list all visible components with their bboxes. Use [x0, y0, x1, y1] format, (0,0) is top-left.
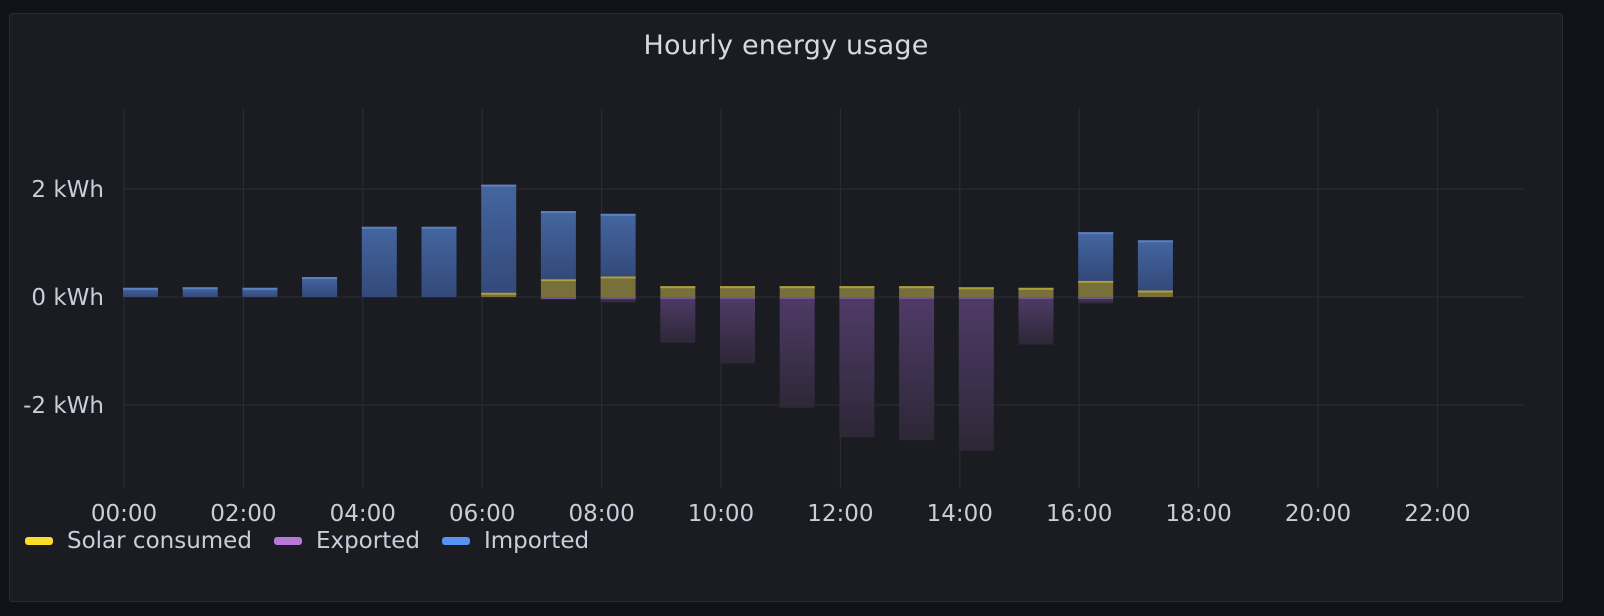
bar-solar-consumed-edge: [958, 287, 994, 290]
bar-imported: [123, 287, 158, 297]
bar-imported: [1078, 232, 1114, 281]
bar-solar-consumed: [839, 286, 875, 297]
bar-exported-edge: [540, 297, 576, 299]
bar-exported-edge: [660, 297, 696, 299]
bar-exported: [899, 297, 935, 441]
bar-solar-consumed: [660, 286, 696, 297]
bar-solar-consumed: [958, 287, 994, 297]
bar-solar-consumed: [1078, 280, 1114, 297]
chart-title: Hourly energy usage: [643, 30, 929, 61]
bar-exported: [600, 297, 636, 303]
bar-solar-consumed-edge: [540, 279, 576, 282]
bar-imported-edge: [182, 287, 218, 290]
legend-item[interactable]: Imported: [441, 528, 590, 554]
bar-solar-consumed-edge: [660, 286, 696, 289]
y-tick-label: 2 kWh: [31, 177, 104, 203]
bar-solar-consumed-edge: [779, 286, 815, 289]
bar-exported-edge: [720, 297, 755, 299]
bar-imported: [421, 226, 457, 297]
x-tick-label: 14:00: [927, 501, 993, 527]
bar-exported-edge: [1018, 297, 1054, 299]
bar-exported: [660, 297, 696, 343]
x-tick-label: 10:00: [688, 501, 754, 527]
bar-imported: [540, 211, 576, 280]
x-tick-label: 18:00: [1165, 501, 1231, 527]
legend-label: Imported: [483, 528, 590, 554]
chart-legend: Solar consumed Exported Imported: [25, 528, 611, 554]
bar-solar-consumed-edge: [600, 276, 636, 279]
bar-exported-edge: [1078, 297, 1114, 299]
bar-solar-consumed-edge: [1137, 290, 1173, 293]
x-tick-label: 20:00: [1285, 501, 1351, 527]
legend-item[interactable]: Solar consumed: [25, 528, 252, 554]
y-tick-label: 0 kWh: [31, 285, 104, 311]
legend-item[interactable]: Exported: [273, 528, 420, 554]
legend-swatch: [441, 537, 470, 545]
bar-solar-consumed: [1137, 290, 1173, 297]
bar-imported-edge: [540, 211, 576, 214]
bar-exported: [720, 297, 755, 364]
bar-exported-edge: [839, 297, 875, 299]
bar-exported-edge: [899, 297, 935, 299]
x-tick-label: 12:00: [807, 501, 873, 527]
bar-imported: [242, 287, 278, 297]
bar-imported-edge: [123, 287, 158, 290]
bar-solar-consumed-edge: [1018, 287, 1054, 290]
bar-solar-consumed-edge: [839, 286, 875, 289]
bar-imported-edge: [1137, 240, 1173, 243]
bar-solar-consumed: [899, 286, 935, 297]
bar-solar-consumed: [1018, 287, 1054, 297]
bar-exported-edge: [958, 297, 994, 299]
bar-imported-edge: [242, 287, 278, 290]
x-tick-label: 06:00: [449, 501, 515, 527]
bar-imported-edge: [481, 184, 517, 187]
y-tick-label: -2 kWh: [23, 393, 104, 419]
bar-imported-edge: [361, 226, 397, 229]
bar-imported: [481, 184, 517, 293]
bar-imported-edge: [1078, 232, 1114, 235]
bar-solar-consumed-edge: [720, 286, 755, 289]
legend-label: Exported: [315, 528, 420, 554]
bar-exported: [958, 297, 994, 451]
x-tick-label: 02:00: [210, 501, 276, 527]
x-tick-label: 22:00: [1404, 501, 1470, 527]
x-tick-label: 00:00: [91, 501, 157, 527]
bar-imported: [182, 287, 218, 297]
legend-label: Solar consumed: [67, 528, 252, 554]
legend-swatch: [273, 537, 302, 545]
bar-exported: [1018, 297, 1054, 345]
bar-solar-consumed: [600, 276, 636, 297]
bar-solar-consumed: [720, 286, 755, 297]
bar-exported: [779, 297, 815, 408]
bar-exported: [1078, 297, 1114, 304]
bar-imported: [361, 226, 397, 297]
bar-solar-consumed: [540, 279, 576, 297]
bar-solar-consumed-edge: [899, 286, 935, 289]
bar-imported-edge: [600, 213, 636, 216]
legend-swatch: [25, 537, 53, 545]
bar-solar-consumed: [779, 286, 815, 297]
bar-exported: [839, 297, 875, 438]
bar-exported-edge: [779, 297, 815, 299]
x-tick-label: 16:00: [1046, 501, 1112, 527]
x-tick-label: 04:00: [330, 501, 396, 527]
bar-imported: [600, 213, 636, 277]
bar-imported: [1137, 240, 1173, 291]
bar-imported: [302, 277, 338, 297]
bar-solar-consumed-edge: [1078, 280, 1114, 283]
bar-solar-consumed-edge: [481, 292, 517, 295]
bar-imported-edge: [421, 226, 457, 229]
bar-solar-consumed: [481, 292, 517, 297]
bar-exported-edge: [600, 297, 636, 299]
bar-imported-edge: [302, 277, 338, 280]
x-tick-label: 08:00: [568, 501, 634, 527]
